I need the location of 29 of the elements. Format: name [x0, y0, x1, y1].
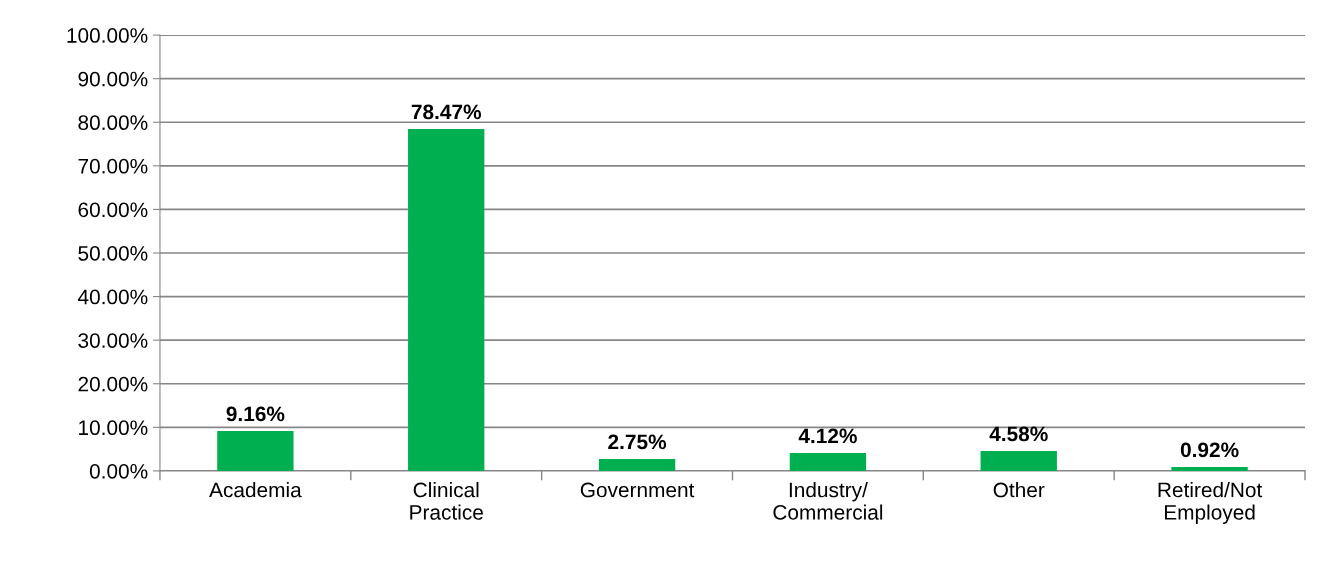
- x-tick-label: Other: [993, 482, 1045, 498]
- x-tick-label: Clinical Practice: [410, 482, 483, 520]
- data-label: 4.58%: [989, 426, 1048, 442]
- y-tick-label: 100.00%: [67, 28, 148, 43]
- data-label: 2.75%: [608, 434, 667, 450]
- y-tick-label: 40.00%: [77, 289, 148, 305]
- x-tick-label: Government: [580, 482, 695, 498]
- y-tick-label: 20.00%: [78, 376, 148, 392]
- y-tick-label: 30.00%: [78, 333, 148, 348]
- x-tick-label: Academia: [209, 482, 302, 498]
- y-tick-label: 50.00%: [78, 246, 148, 261]
- y-tick-label: 60.00%: [78, 202, 148, 218]
- y-tick-label: 80.00%: [78, 115, 148, 131]
- bar: [598, 458, 676, 471]
- x-tick-label: Retired/Not Employed: [1158, 482, 1263, 524]
- data-label: 9.16%: [226, 406, 285, 422]
- data-label: 78.47%: [411, 104, 481, 120]
- x-tick-label: Industry/ Commercial: [773, 482, 883, 520]
- y-tick-label: 70.00%: [78, 158, 148, 174]
- bar: [408, 128, 485, 471]
- data-label: 0.92%: [1180, 442, 1239, 458]
- y-tick-label: 10.00%: [79, 420, 148, 436]
- y-tick-label: 90.00%: [78, 71, 148, 87]
- data-label: 4.12%: [798, 428, 857, 444]
- bar: [980, 450, 1057, 471]
- bar: [1171, 466, 1248, 471]
- y-tick-label: 0.00%: [89, 463, 148, 479]
- bar: [789, 452, 867, 471]
- bar: [217, 430, 294, 471]
